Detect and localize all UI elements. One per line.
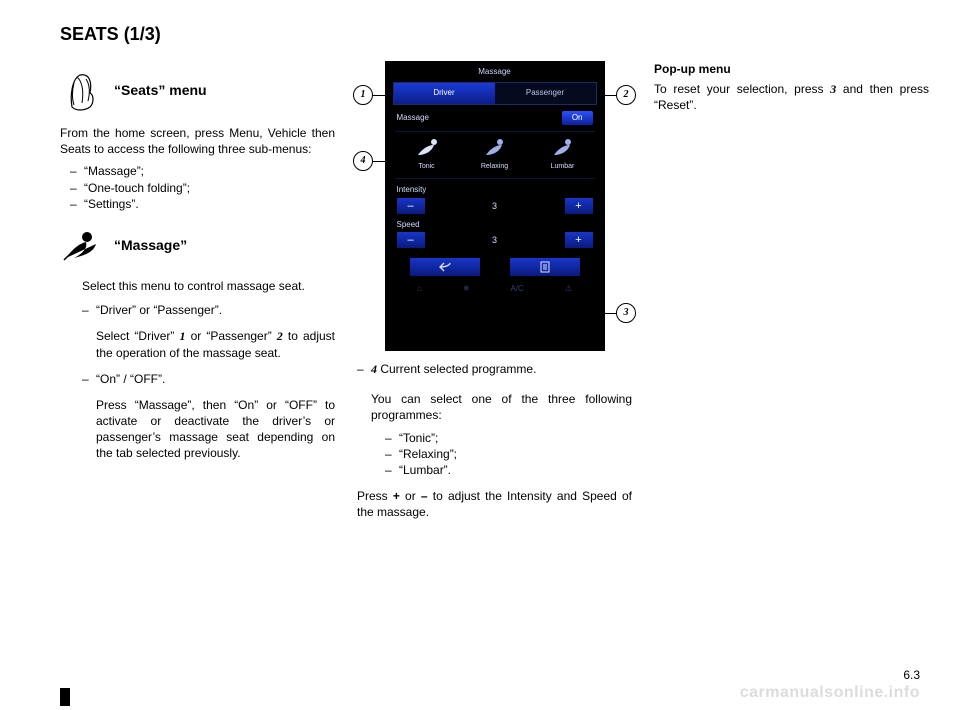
submenu-onetouch: “One-touch folding”; [84,180,335,196]
intensity-stepper[interactable]: – 3 + [397,198,593,214]
back-button[interactable] [410,258,480,276]
column-3: Pop-up menu To reset your selection, pre… [654,59,929,521]
massage-label: Massage [397,113,429,124]
screenshot-wrap: 1 2 4 3 Massage Driver Passenger Massage… [357,61,632,351]
submenu-massage: “Massage”; [84,163,335,179]
point4-intro: You can select one of the three followin… [371,391,632,423]
popup-title: Pop-up menu [654,62,731,76]
callout-2: 2 [616,85,636,105]
prog-relaxing[interactable]: Relaxing [465,136,525,171]
speed-stepper[interactable]: – 3 + [397,232,593,248]
massage-state[interactable]: On [562,111,593,126]
speed-label: Speed [397,220,593,231]
seats-menu-label: “Seats” menu [114,81,207,100]
popup-body: To reset your selection, press 3 and the… [654,81,929,113]
opt-driver-passenger: “Driver” or “Passenger”. [96,302,222,318]
title-main: SEATS [60,24,124,44]
column-1: “Seats” menu From the home screen, press… [60,59,335,521]
screen-title: Massage [385,61,605,82]
opt2-body: Press “Massage”, then “On” or “OFF” to a… [96,397,335,462]
opt-on-off: “On” / “OFF”. [96,371,165,387]
tab-passenger[interactable]: Passenger [495,83,596,104]
seat-icon [60,69,100,111]
intro-text: From the home screen, press Menu, Vehicl… [60,125,335,157]
title-page: (1/3) [124,24,161,44]
prog-tonic-item: “Tonic”; [399,430,438,446]
prog-lumbar-item: “Lumbar”. [399,462,451,478]
screen-bottombar [397,258,593,276]
prog-relaxing-item: “Relaxing”; [399,446,457,462]
column-2: 1 2 4 3 Massage Driver Passenger Massage… [357,59,632,521]
massage-state-row: Massage On [397,111,593,126]
print-marker [60,688,70,706]
speed-minus[interactable]: – [397,232,425,248]
footer-icon: ⚠ [565,284,572,295]
tab-driver[interactable]: Driver [394,83,495,104]
prog-tonic[interactable]: Tonic [397,136,457,171]
intensity-value: 3 [425,200,565,212]
prog-lumbar[interactable]: Lumbar [533,136,593,171]
programme-row: Tonic Relaxing Lumbar [393,136,597,171]
point4-text: 4 Current selected programme. [371,361,632,377]
page-number: 6.3 [903,668,920,682]
programme-list: –“Tonic”; –“Relaxing”; –“Lumbar”. [385,430,632,479]
press-text: Press + or – to adjust the Intensity and… [357,488,632,520]
submenu-list: –“Massage”; –“One-touch folding”; –“Sett… [70,163,335,212]
seats-menu-header: “Seats” menu [60,69,335,111]
intensity-minus[interactable]: – [397,198,425,214]
menu-button[interactable] [510,258,580,276]
screen-footer: ⌂ ❄ A/C ⚠ [397,284,593,295]
device-screenshot: Massage Driver Passenger Massage On Toni… [385,61,605,351]
submenu-settings: “Settings”. [84,196,335,212]
opt1-body: Select “Driver” 1 or “Passenger” 2 to ad… [96,328,335,360]
page-title: SEATS (1/3) [60,24,930,45]
callout-1: 1 [353,85,373,105]
screen-tabs[interactable]: Driver Passenger [393,82,597,105]
intensity-label: Intensity [397,185,593,196]
massage-content: Select this menu to control massage seat… [82,278,335,462]
massage-menu-header: “Massage” [60,228,335,264]
footer-icon: ❄ [463,284,470,295]
footer-icon: ⌂ [417,284,422,295]
massage-menu-label: “Massage” [114,236,187,255]
watermark: carmanualsonline.info [740,684,920,702]
point4: – 4 Current selected programme. [357,361,632,377]
speed-plus[interactable]: + [565,232,593,248]
massage-icon [60,228,100,264]
footer-ac: A/C [511,284,524,295]
callout-3: 3 [616,303,636,323]
speed-value: 3 [425,234,565,246]
intensity-plus[interactable]: + [565,198,593,214]
massage-intro: Select this menu to control massage seat… [82,278,335,294]
callout-4: 4 [353,151,373,171]
